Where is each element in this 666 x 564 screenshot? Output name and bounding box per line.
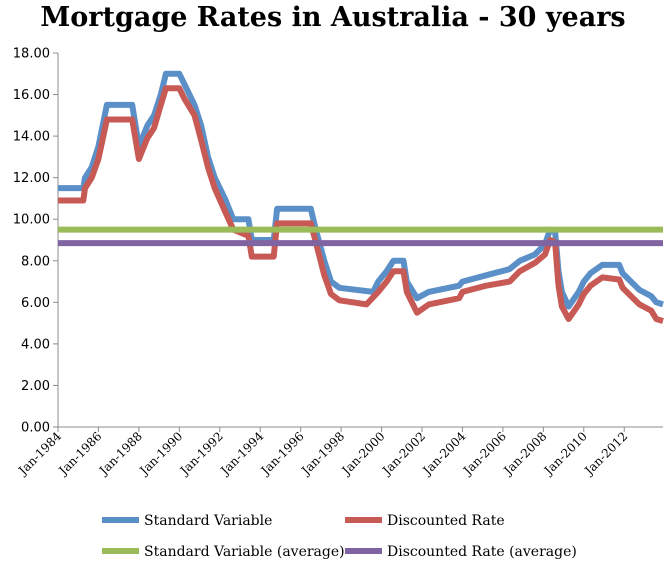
y-tick-label: 10.00 <box>13 213 50 228</box>
standard-variable-line <box>58 70 664 310</box>
x-tick-label: Jan-2012 <box>581 429 631 479</box>
x-tick-label: Jan-1988 <box>95 429 145 479</box>
x-tick-label: Jan-1994 <box>217 429 267 479</box>
y-axis: 0.00 2.00 4.00 6.00 8.00 10.00 12.00 14.00 16.00… <box>13 47 59 436</box>
legend-label-discounted-rate: Discounted Rate <box>387 513 505 529</box>
chart-title: Mortgage Rates in Australia - 30 years <box>40 2 625 33</box>
legend-label-discounted-rate-average: Discounted Rate (average) <box>387 544 577 560</box>
legend-label-standard-variable-average: Standard Variable (average) <box>144 544 345 560</box>
x-tick-label: Jan-2010 <box>540 429 590 479</box>
y-tick-label: 16.00 <box>13 88 50 103</box>
y-tick-label: 2.00 <box>21 379 50 394</box>
x-tick-label: Jan-2000 <box>338 429 388 479</box>
legend-label-standard-variable: Standard Variable <box>144 513 272 529</box>
x-tick-label: Jan-2008 <box>500 429 550 479</box>
y-tick-label: 18.00 <box>13 47 50 62</box>
y-tick-label: 0.00 <box>21 421 50 436</box>
y-tick-label: 14.00 <box>13 130 50 145</box>
x-tick-label: Jan-1996 <box>257 429 307 479</box>
series-layer <box>58 70 664 324</box>
x-tick-label: Jan-1986 <box>55 429 105 479</box>
legend: Standard Variable Discounted Rate Standard… <box>102 513 577 560</box>
x-tick-label: Jan-2004 <box>419 429 469 479</box>
x-tick-label: Jan-2002 <box>378 429 428 479</box>
y-tick-label: 4.00 <box>21 337 50 352</box>
y-tick-label: 8.00 <box>21 254 50 269</box>
x-tick-label: Jan-1998 <box>298 429 348 479</box>
x-tick-label: Jan-1990 <box>136 429 186 479</box>
x-axis: Jan-1984Jan-1986Jan-1988Jan-1990Jan-1992… <box>14 426 663 479</box>
discounted-rate-line <box>58 85 664 324</box>
y-tick-label: 12.00 <box>13 171 50 186</box>
x-tick-label: Jan-1992 <box>176 429 226 479</box>
y-tick-label: 6.00 <box>21 296 50 311</box>
x-tick-label: Jan-1984 <box>14 429 64 479</box>
x-tick-label: Jan-2006 <box>459 429 509 479</box>
